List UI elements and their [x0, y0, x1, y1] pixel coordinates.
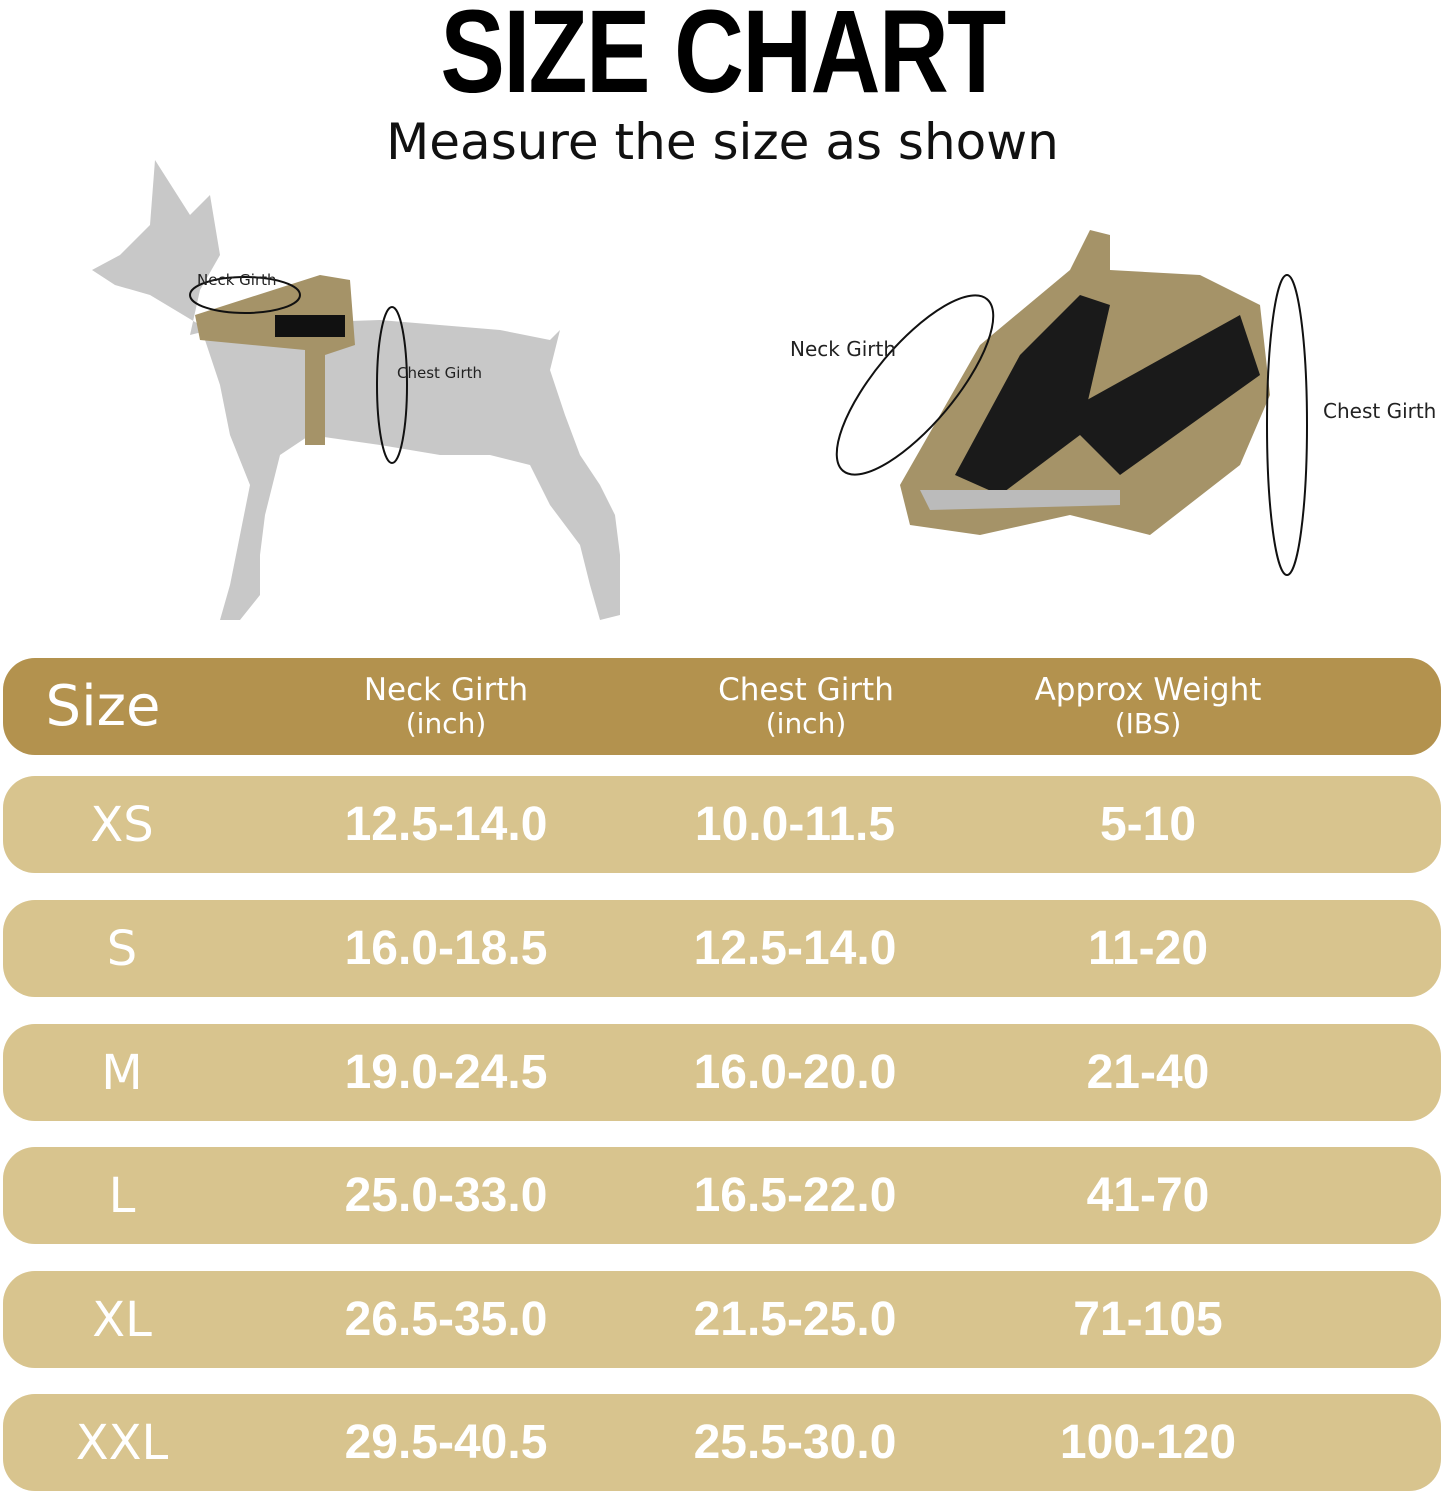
header-neck-girth: Neck Girth (inch): [276, 658, 616, 755]
chest-girth-cell: 21.5-25.0: [693, 1293, 897, 1346]
weight-cell: 11-20: [1087, 922, 1209, 975]
table-row: XXL 29.5-40.5 25.5-30.0 100-120: [3, 1394, 1441, 1491]
chest-girth-cell: 16.5-22.0: [693, 1169, 897, 1222]
chest-girth-cell: 16.0-20.0: [693, 1046, 897, 1099]
neck-girth-cell: 29.5-40.5: [344, 1416, 548, 1469]
header-size: Size: [45, 674, 161, 739]
table-row: L 25.0-33.0 16.5-22.0 41-70: [3, 1147, 1441, 1244]
harness-illustration: Neck Girth Chest Girth: [790, 230, 1436, 576]
dog-silhouette: [92, 160, 620, 620]
neck-girth-label: Neck Girth: [790, 337, 896, 361]
weight-cell: 71-105: [1073, 1293, 1223, 1346]
page-title: SIZE CHART: [440, 0, 1006, 118]
table-row: S 16.0-18.5 12.5-14.0 11-20: [3, 900, 1441, 997]
chest-girth-cell: 25.5-30.0: [693, 1416, 897, 1469]
size-cell: S: [106, 920, 138, 977]
neck-girth-cell: 26.5-35.0: [344, 1293, 548, 1346]
size-cell: XS: [90, 796, 154, 853]
neck-girth-cell: 25.0-33.0: [344, 1169, 548, 1222]
size-cell: M: [101, 1044, 143, 1101]
chest-girth-label: Chest Girth: [397, 364, 482, 382]
header-unit: (inch): [765, 706, 847, 740]
table-row: XS 12.5-14.0 10.0-11.5 5-10: [3, 776, 1441, 873]
neck-girth-cell: 16.0-18.5: [344, 922, 548, 975]
header-label: Chest Girth: [718, 671, 894, 708]
size-cell: XL: [92, 1291, 152, 1348]
header-approx-weight: Approx Weight (IBS): [978, 658, 1318, 755]
header-label: Approx Weight: [1034, 671, 1262, 708]
weight-cell: 21-40: [1086, 1046, 1210, 1099]
size-cell: XXL: [75, 1414, 169, 1471]
header-chest-girth: Chest Girth (inch): [636, 658, 976, 755]
neck-girth-cell: 19.0-24.5: [344, 1046, 548, 1099]
chest-girth-cell: 12.5-14.0: [693, 922, 897, 975]
dog-illustration: Neck Girth Chest Girth: [92, 160, 620, 620]
weight-cell: 100-120: [1059, 1416, 1237, 1469]
table-row: XL 26.5-35.0 21.5-25.0 71-105: [3, 1271, 1441, 1368]
chest-girth-cell: 10.0-11.5: [694, 798, 896, 851]
header-unit: (IBS): [1114, 706, 1182, 740]
weight-cell: 41-70: [1086, 1169, 1210, 1222]
weight-cell: 5-10: [1099, 798, 1197, 851]
page-subtitle: Measure the size as shown: [386, 113, 1059, 171]
neck-girth-cell: 12.5-14.0: [344, 798, 548, 851]
table-header: Size Neck Girth (inch) Chest Girth (inch…: [3, 658, 1441, 755]
chest-girth-label: Chest Girth: [1323, 399, 1436, 423]
neck-girth-label: Neck Girth: [197, 271, 277, 289]
header-label: Neck Girth: [363, 671, 529, 708]
table-row: M 19.0-24.5 16.0-20.0 21-40: [3, 1024, 1441, 1121]
header-unit: (inch): [405, 706, 487, 740]
size-cell: L: [108, 1167, 136, 1224]
